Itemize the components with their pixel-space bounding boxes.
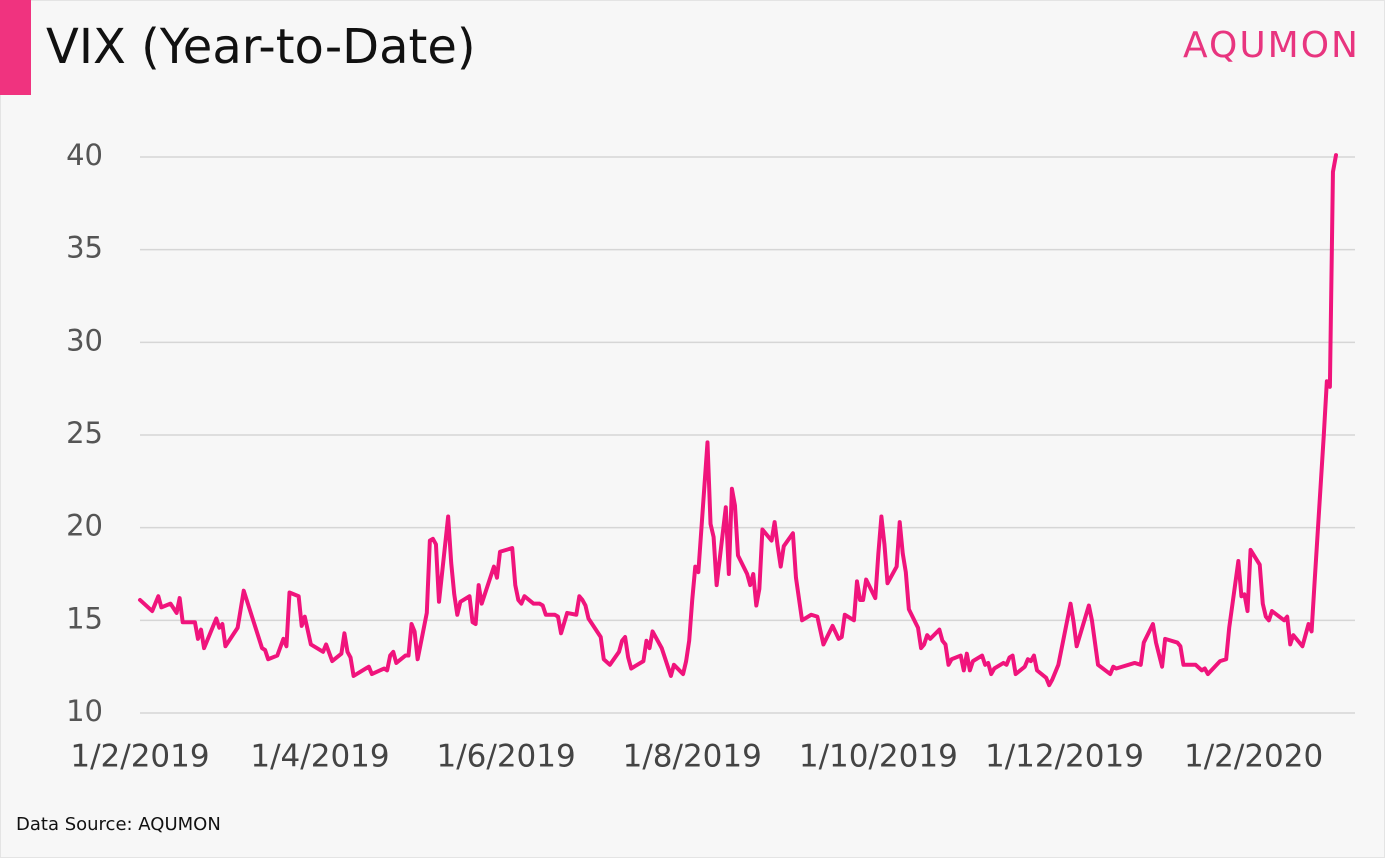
y-tick-label: 10 xyxy=(66,694,103,728)
y-tick-label: 40 xyxy=(66,138,103,172)
x-tick-label: 1/8/2019 xyxy=(623,739,762,775)
vix-line xyxy=(138,153,1338,688)
y-tick-label: 20 xyxy=(66,509,103,543)
x-tick-label: 1/6/2019 xyxy=(437,739,576,775)
grid: 10 15 20 25 30 35 40 1/2/2019 1/4/2019 1/6/2019 1/… xyxy=(66,138,1355,775)
x-tick-label: 1/12/2019 xyxy=(985,739,1144,775)
y-tick-label: 15 xyxy=(66,601,103,635)
source-note: Data Source: AQUMON xyxy=(16,814,221,835)
plot-area xyxy=(138,153,1338,688)
chart-title: VIX (Year-to-Date) xyxy=(46,19,476,75)
brand: AQUMON xyxy=(1183,25,1360,66)
y-tick-label: 35 xyxy=(66,231,103,265)
x-tick-label: 1/10/2019 xyxy=(799,739,958,775)
x-tick-label: 1/4/2019 xyxy=(250,739,389,775)
y-tick-label: 25 xyxy=(66,416,103,450)
x-tick-label: 1/2/2019 xyxy=(70,739,209,775)
y-tick-label: 30 xyxy=(66,323,103,357)
title-accent xyxy=(0,0,31,95)
x-tick-label: 1/2/2020 xyxy=(1184,739,1323,775)
